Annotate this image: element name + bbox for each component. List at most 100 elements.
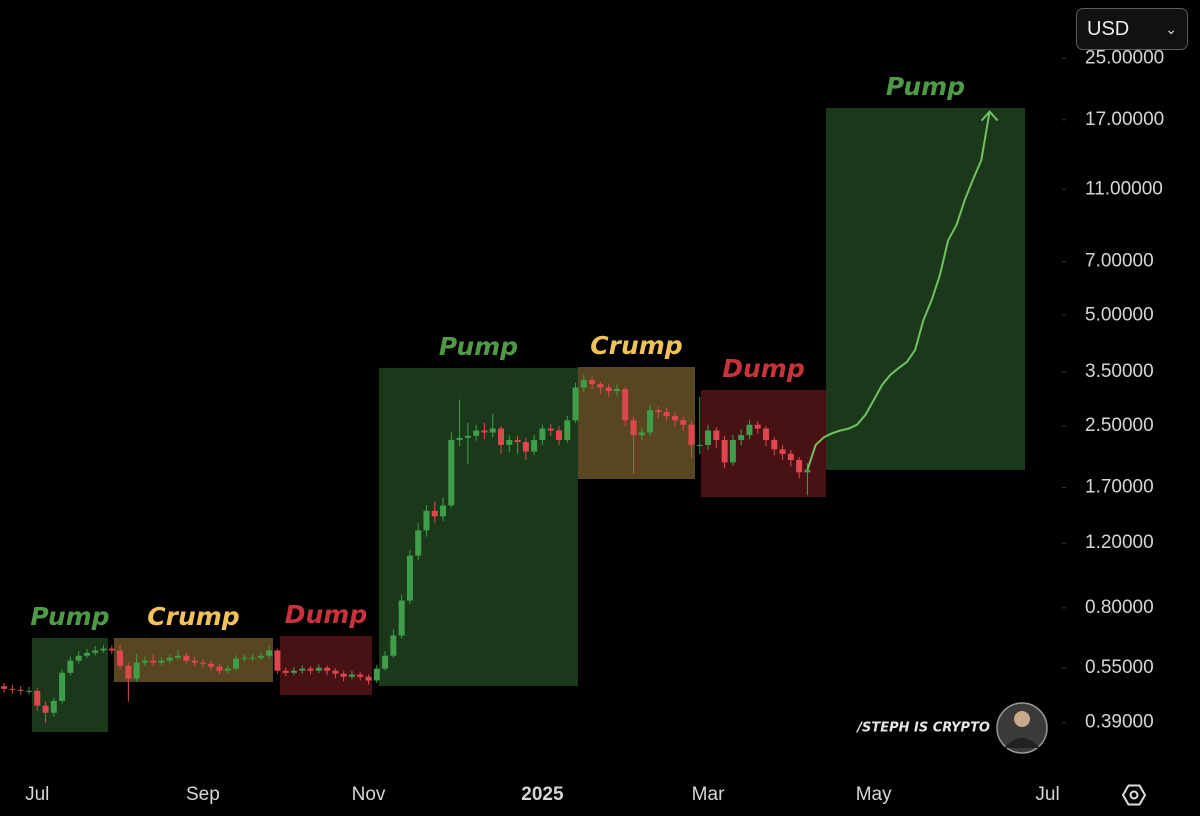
candle-body [332,670,339,674]
candles [1,374,811,723]
candle-body [9,688,16,690]
candle-body [547,428,554,431]
settings-hex[interactable] [1121,784,1147,806]
candle-body [34,690,41,706]
candle-body [348,674,355,677]
candle-body [382,655,389,669]
candle-body [290,670,297,673]
candle-body [183,655,190,661]
candle-body [572,387,579,421]
candle-body [597,384,604,388]
candle-body [398,600,405,636]
y-tick-label: 7.00000 [1085,251,1154,272]
candle-body [746,424,753,436]
candle-body [638,432,645,436]
candle-body [83,652,90,656]
y-tick-label: 5.00000 [1085,304,1154,325]
candle-body [555,430,562,440]
zone-label: Dump [285,600,368,629]
settings-dot[interactable] [1129,790,1139,800]
chevron[interactable]: ⌄ [1165,21,1177,37]
x-tick-label: 2025 [521,784,564,805]
zone-label: Dump [722,354,805,383]
candle-body [696,444,703,446]
candle-body [133,662,140,679]
settings-icon[interactable] [1121,784,1147,806]
candle-body [440,505,447,517]
x-tick-label: Jul [25,784,49,805]
x-tick-label: Nov [352,784,386,805]
candle-body [233,658,240,669]
candle-body [729,439,736,463]
candle-body [522,442,529,452]
candle-body [448,439,455,506]
x-tick-label: Sep [186,784,220,805]
candle-body [506,439,513,445]
y-tick-label: 0.80000 [1085,597,1154,618]
candle-body [324,667,331,671]
candle-body [721,439,728,463]
candle-body [315,667,322,671]
candle-body [141,660,148,663]
watermark: /STEPH IS CRYPTO [855,721,990,736]
candle-body [357,674,364,677]
zone [280,636,372,695]
avatar-body [1004,738,1040,748]
candle-body [489,428,496,433]
candle-body [125,665,132,679]
candle-body [100,648,107,651]
candle-body [680,420,687,425]
candle-body [539,428,546,440]
candle-body [199,662,206,664]
x-tick-label: May [856,784,892,805]
candle-body [75,655,82,661]
candle-body [257,655,264,658]
y-tick-label: 3.50000 [1085,361,1154,382]
candle-body [17,689,24,691]
candle-body [787,453,794,461]
currency-select[interactable]: USD ⌄ [1076,8,1188,50]
candle-body [274,650,281,671]
candle-body [117,650,124,666]
avatar [996,702,1048,754]
candle-body [456,437,463,440]
candle-body [365,676,372,681]
candle-body [282,670,289,673]
zone [114,638,273,682]
x-tick-label: Jul [1035,784,1059,805]
candle-body [671,416,678,421]
candle-body [108,648,115,651]
candle-body [498,428,505,445]
candle-body [613,389,620,392]
currency-label[interactable]: USD [1087,18,1130,40]
candle-body [605,387,612,392]
candle-body [241,657,248,659]
candle-body [564,420,571,440]
y-tick-label: 25.00000 [1085,47,1164,68]
candle-body [373,668,380,681]
candle-body [804,469,811,473]
zone-label: Pump [439,332,518,361]
y-tick-label: 0.55000 [1085,657,1154,678]
candle-body [473,430,480,436]
candle-body [208,663,215,667]
candle-body [754,424,761,429]
candle-body [663,411,670,417]
candle-body [514,439,521,443]
candle-body [150,660,157,663]
candle-body [67,660,74,673]
candle-body [158,660,165,663]
candle-body [630,420,637,436]
candle-body [423,510,430,531]
candle-body [1,686,8,689]
avatar-face [1014,711,1030,727]
candle-body [481,430,488,433]
candle-body [779,449,786,454]
projection-arrow [980,110,999,122]
projection-line [806,111,991,471]
zones [32,108,1025,732]
candle-body [796,460,803,473]
candle-body [191,660,198,663]
